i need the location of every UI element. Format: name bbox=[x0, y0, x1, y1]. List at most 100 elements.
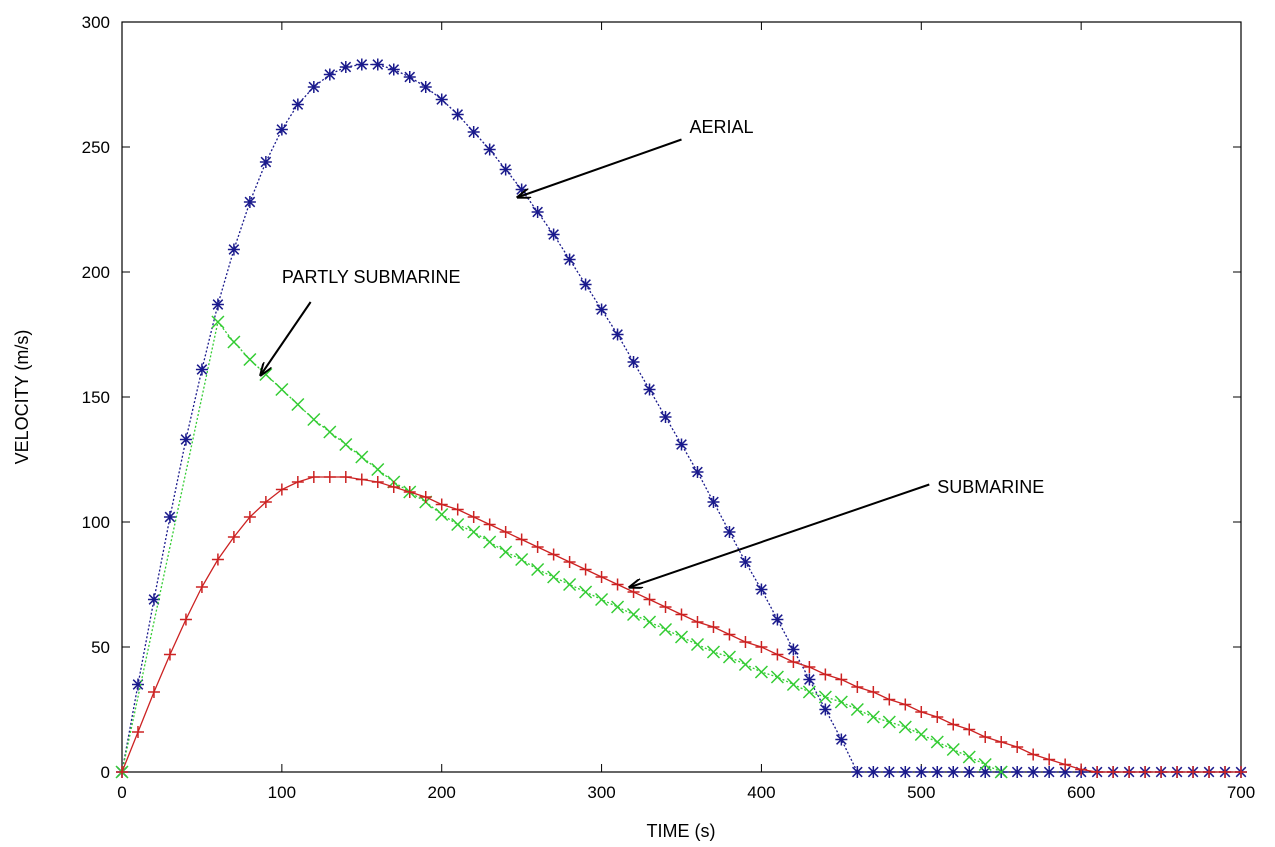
data-point bbox=[371, 58, 384, 71]
data-point bbox=[690, 637, 705, 652]
data-point bbox=[739, 556, 752, 568]
data-point bbox=[323, 471, 336, 483]
data-point bbox=[707, 621, 720, 633]
data-point bbox=[355, 473, 368, 486]
data-point bbox=[451, 108, 464, 121]
data-point bbox=[259, 156, 272, 168]
data-point bbox=[659, 411, 672, 423]
data-point bbox=[579, 278, 592, 291]
data-point bbox=[339, 437, 353, 452]
data-point bbox=[355, 450, 369, 464]
x-tick-label: 100 bbox=[268, 783, 296, 802]
x-tick-label: 700 bbox=[1227, 783, 1255, 802]
data-point bbox=[243, 511, 256, 523]
data-point bbox=[595, 303, 608, 316]
data-point bbox=[803, 661, 816, 673]
data-point bbox=[195, 581, 208, 593]
data-point bbox=[579, 563, 592, 576]
data-point bbox=[787, 643, 800, 656]
series-line bbox=[121, 476, 1241, 773]
data-point bbox=[211, 315, 225, 329]
data-point bbox=[771, 648, 784, 661]
data-point bbox=[131, 726, 144, 738]
annotation-arrow bbox=[518, 138, 682, 198]
data-point bbox=[691, 616, 704, 628]
data-point bbox=[323, 425, 337, 439]
data-point bbox=[1059, 758, 1072, 771]
data-point bbox=[931, 766, 944, 778]
data-point bbox=[467, 525, 481, 539]
data-point bbox=[451, 517, 465, 532]
data-point bbox=[179, 433, 192, 446]
data-point bbox=[1011, 766, 1024, 778]
data-point bbox=[227, 243, 240, 256]
data-point bbox=[898, 720, 912, 734]
axis-ticks: 0 100 200 300 400 500 600 700 0 50 100 150 200 250 300 bbox=[82, 13, 1256, 802]
data-point bbox=[339, 61, 352, 73]
data-point bbox=[355, 58, 368, 71]
data-point bbox=[627, 607, 641, 622]
data-point bbox=[307, 471, 320, 483]
series-submarine bbox=[116, 471, 1247, 778]
data-point bbox=[1091, 766, 1104, 778]
data-point bbox=[754, 665, 768, 679]
data-point bbox=[291, 397, 305, 412]
data-point bbox=[930, 735, 944, 749]
annotation-arrow bbox=[630, 483, 930, 588]
data-point bbox=[595, 592, 609, 607]
data-point bbox=[786, 677, 800, 692]
data-point bbox=[883, 693, 896, 706]
data-point bbox=[739, 636, 752, 648]
data-point bbox=[275, 123, 288, 136]
data-point bbox=[787, 656, 800, 668]
data-point bbox=[819, 703, 832, 716]
data-point bbox=[483, 143, 496, 156]
x-tick-label: 600 bbox=[1067, 783, 1095, 802]
data-point bbox=[755, 583, 768, 596]
series-line bbox=[121, 63, 1241, 773]
data-point bbox=[483, 518, 496, 531]
data-point bbox=[595, 571, 608, 583]
data-point bbox=[738, 657, 752, 672]
annotation-label: SUBMARINE bbox=[937, 477, 1044, 497]
x-tick-label: 500 bbox=[907, 783, 935, 802]
data-point bbox=[211, 553, 224, 566]
data-point bbox=[307, 81, 320, 93]
data-point bbox=[883, 766, 896, 778]
data-point bbox=[850, 702, 864, 717]
data-point bbox=[915, 706, 928, 718]
data-point bbox=[642, 615, 657, 629]
data-point bbox=[1155, 766, 1168, 778]
data-point bbox=[499, 163, 512, 176]
data-point bbox=[1107, 766, 1120, 778]
data-point bbox=[163, 648, 176, 661]
data-point bbox=[1027, 748, 1040, 761]
data-point bbox=[643, 383, 656, 396]
data-point bbox=[515, 533, 528, 546]
series-partly-submarine bbox=[115, 315, 1008, 779]
data-point bbox=[547, 228, 560, 241]
data-point bbox=[467, 511, 480, 523]
data-point bbox=[771, 613, 784, 626]
data-point bbox=[979, 731, 992, 743]
data-point bbox=[387, 63, 400, 76]
data-point bbox=[179, 613, 192, 626]
data-point bbox=[499, 526, 512, 538]
data-point bbox=[675, 438, 688, 451]
data-point bbox=[722, 650, 736, 664]
data-point bbox=[755, 641, 768, 653]
data-point bbox=[323, 68, 336, 81]
data-point bbox=[611, 328, 624, 341]
data-point bbox=[467, 126, 480, 138]
data-point bbox=[627, 356, 640, 368]
data-point bbox=[531, 206, 544, 218]
data-point bbox=[802, 685, 816, 699]
data-point bbox=[723, 628, 736, 641]
data-point bbox=[1123, 766, 1136, 778]
data-point bbox=[547, 570, 561, 584]
data-point bbox=[1043, 753, 1056, 766]
annotation-label: AERIAL bbox=[689, 117, 753, 137]
data-point bbox=[563, 556, 576, 568]
data-point bbox=[275, 483, 288, 496]
